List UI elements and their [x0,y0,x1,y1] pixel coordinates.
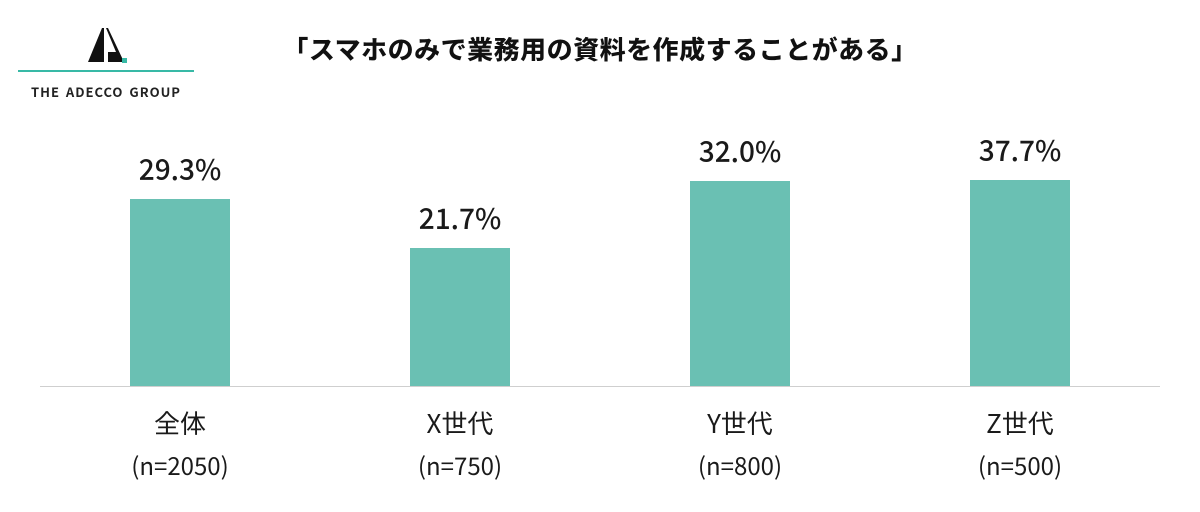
x-axis-sample-size: (n=500) [880,447,1160,482]
chart-page: THE ADECCO GROUP 「スマホのみで業務用の資料を作成することがある… [0,0,1200,512]
bar-value-label: 21.7% [419,198,502,238]
bar-rect [130,199,230,387]
x-axis-category: X世代 [320,404,600,441]
x-axis-category: 全体 [40,404,320,441]
x-axis-labels: 全体 (n=2050) X世代 (n=750) Y世代 (n=800) Z世代 … [40,392,1160,482]
bar-rect [970,180,1070,387]
x-axis-sample-size: (n=750) [320,447,600,482]
x-axis-sample-size: (n=2050) [40,447,320,482]
x-axis-label: Z世代 (n=500) [880,392,1160,482]
x-axis-label: X世代 (n=750) [320,392,600,482]
bar-col-x-gen: 21.7% [320,130,600,387]
chart-plot-area: 29.3% 21.7% 32.0% 37.7% [40,130,1160,387]
bar-chart: 29.3% 21.7% 32.0% 37.7% [40,110,1160,482]
bar-col-y-gen: 32.0% [600,130,880,387]
x-axis-category: Z世代 [880,404,1160,441]
x-axis-label: Y世代 (n=800) [600,392,880,482]
x-axis-baseline [40,386,1160,388]
bar-value-label: 29.3% [139,149,222,189]
bar-value-label: 37.7% [979,130,1062,170]
bar-value-label: 32.0% [699,131,782,171]
chart-title: 「スマホのみで業務用の資料を作成することがある」 [0,30,1200,67]
brand-name-text: THE ADECCO GROUP [18,82,194,101]
x-axis-category: Y世代 [600,404,880,441]
x-axis-sample-size: (n=800) [600,447,880,482]
logo-accent-divider [18,70,194,72]
x-axis-label: 全体 (n=2050) [40,392,320,482]
bar-rect [410,248,510,387]
bar-group: 29.3% 21.7% 32.0% 37.7% [40,130,1160,387]
bar-col-z-gen: 37.7% [880,130,1160,387]
bar-col-all: 29.3% [40,130,320,387]
bar-rect [690,181,790,387]
